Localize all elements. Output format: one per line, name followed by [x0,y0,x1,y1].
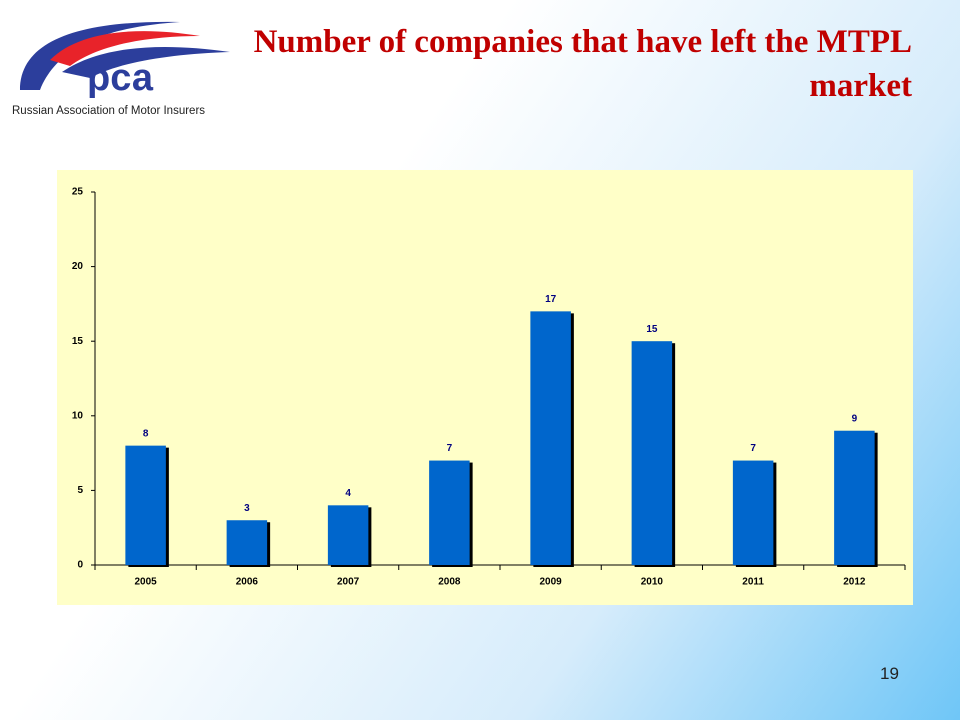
logo: рса [8,8,242,100]
y-tick-label: 5 [77,485,83,496]
data-label: 7 [447,443,453,454]
x-tick-label: 2009 [540,577,563,588]
logo-swoosh [50,31,200,67]
bar [327,505,369,565]
y-tick-label: 20 [72,261,84,272]
data-label: 3 [244,503,250,514]
x-tick-label: 2006 [236,577,259,588]
data-label: 15 [646,324,658,335]
logo-swoosh [20,21,180,90]
x-tick-label: 2005 [135,577,158,588]
logo-text: рса [87,57,154,99]
y-tick-label: 10 [72,410,84,421]
data-label: 7 [750,443,756,454]
x-tick-label: 2008 [438,577,461,588]
bar [429,460,470,565]
x-tick-label: 2011 [742,577,764,588]
x-tick-label: 2012 [843,577,866,588]
logo-swoosh [62,46,230,78]
chart-area [57,170,913,605]
page-number: 19 [880,664,899,683]
bar [530,311,571,565]
x-tick-label: 2007 [337,577,360,588]
data-label: 17 [545,294,557,305]
data-label: 8 [143,428,149,439]
y-tick-label: 15 [72,336,84,347]
bar [631,341,673,565]
data-label: 4 [345,488,351,499]
slide-title: Number of companies that have left the M… [253,24,912,104]
y-tick-label: 25 [72,187,84,198]
bar [732,460,774,565]
bar [125,445,166,565]
bar [226,520,268,565]
y-tick-label: 0 [77,560,83,571]
x-tick-label: 2010 [641,577,664,588]
data-label: 9 [852,413,858,424]
organization-name: Russian Association of Motor Insurers [8,98,266,124]
bar [834,430,875,565]
